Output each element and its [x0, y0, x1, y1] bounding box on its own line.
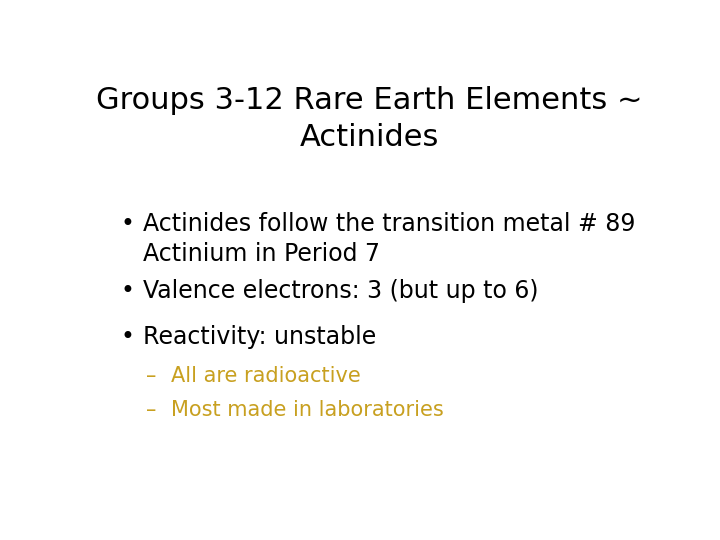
Text: Most made in laboratories: Most made in laboratories — [171, 400, 444, 420]
Text: •: • — [121, 279, 135, 303]
Text: Actinides follow the transition metal # 89: Actinides follow the transition metal # … — [143, 212, 635, 237]
Text: Reactivity: unstable: Reactivity: unstable — [143, 325, 377, 349]
Text: •: • — [121, 325, 135, 349]
Text: Valence electrons: 3 (but up to 6): Valence electrons: 3 (but up to 6) — [143, 279, 539, 303]
Text: –: – — [145, 366, 156, 386]
Text: All are radioactive: All are radioactive — [171, 366, 361, 386]
Text: Groups 3-12 Rare Earth Elements ~
Actinides: Groups 3-12 Rare Earth Elements ~ Actini… — [96, 85, 642, 152]
Text: –: – — [145, 400, 156, 420]
Text: •: • — [121, 212, 135, 237]
Text: Actinium in Period 7: Actinium in Period 7 — [143, 241, 380, 266]
